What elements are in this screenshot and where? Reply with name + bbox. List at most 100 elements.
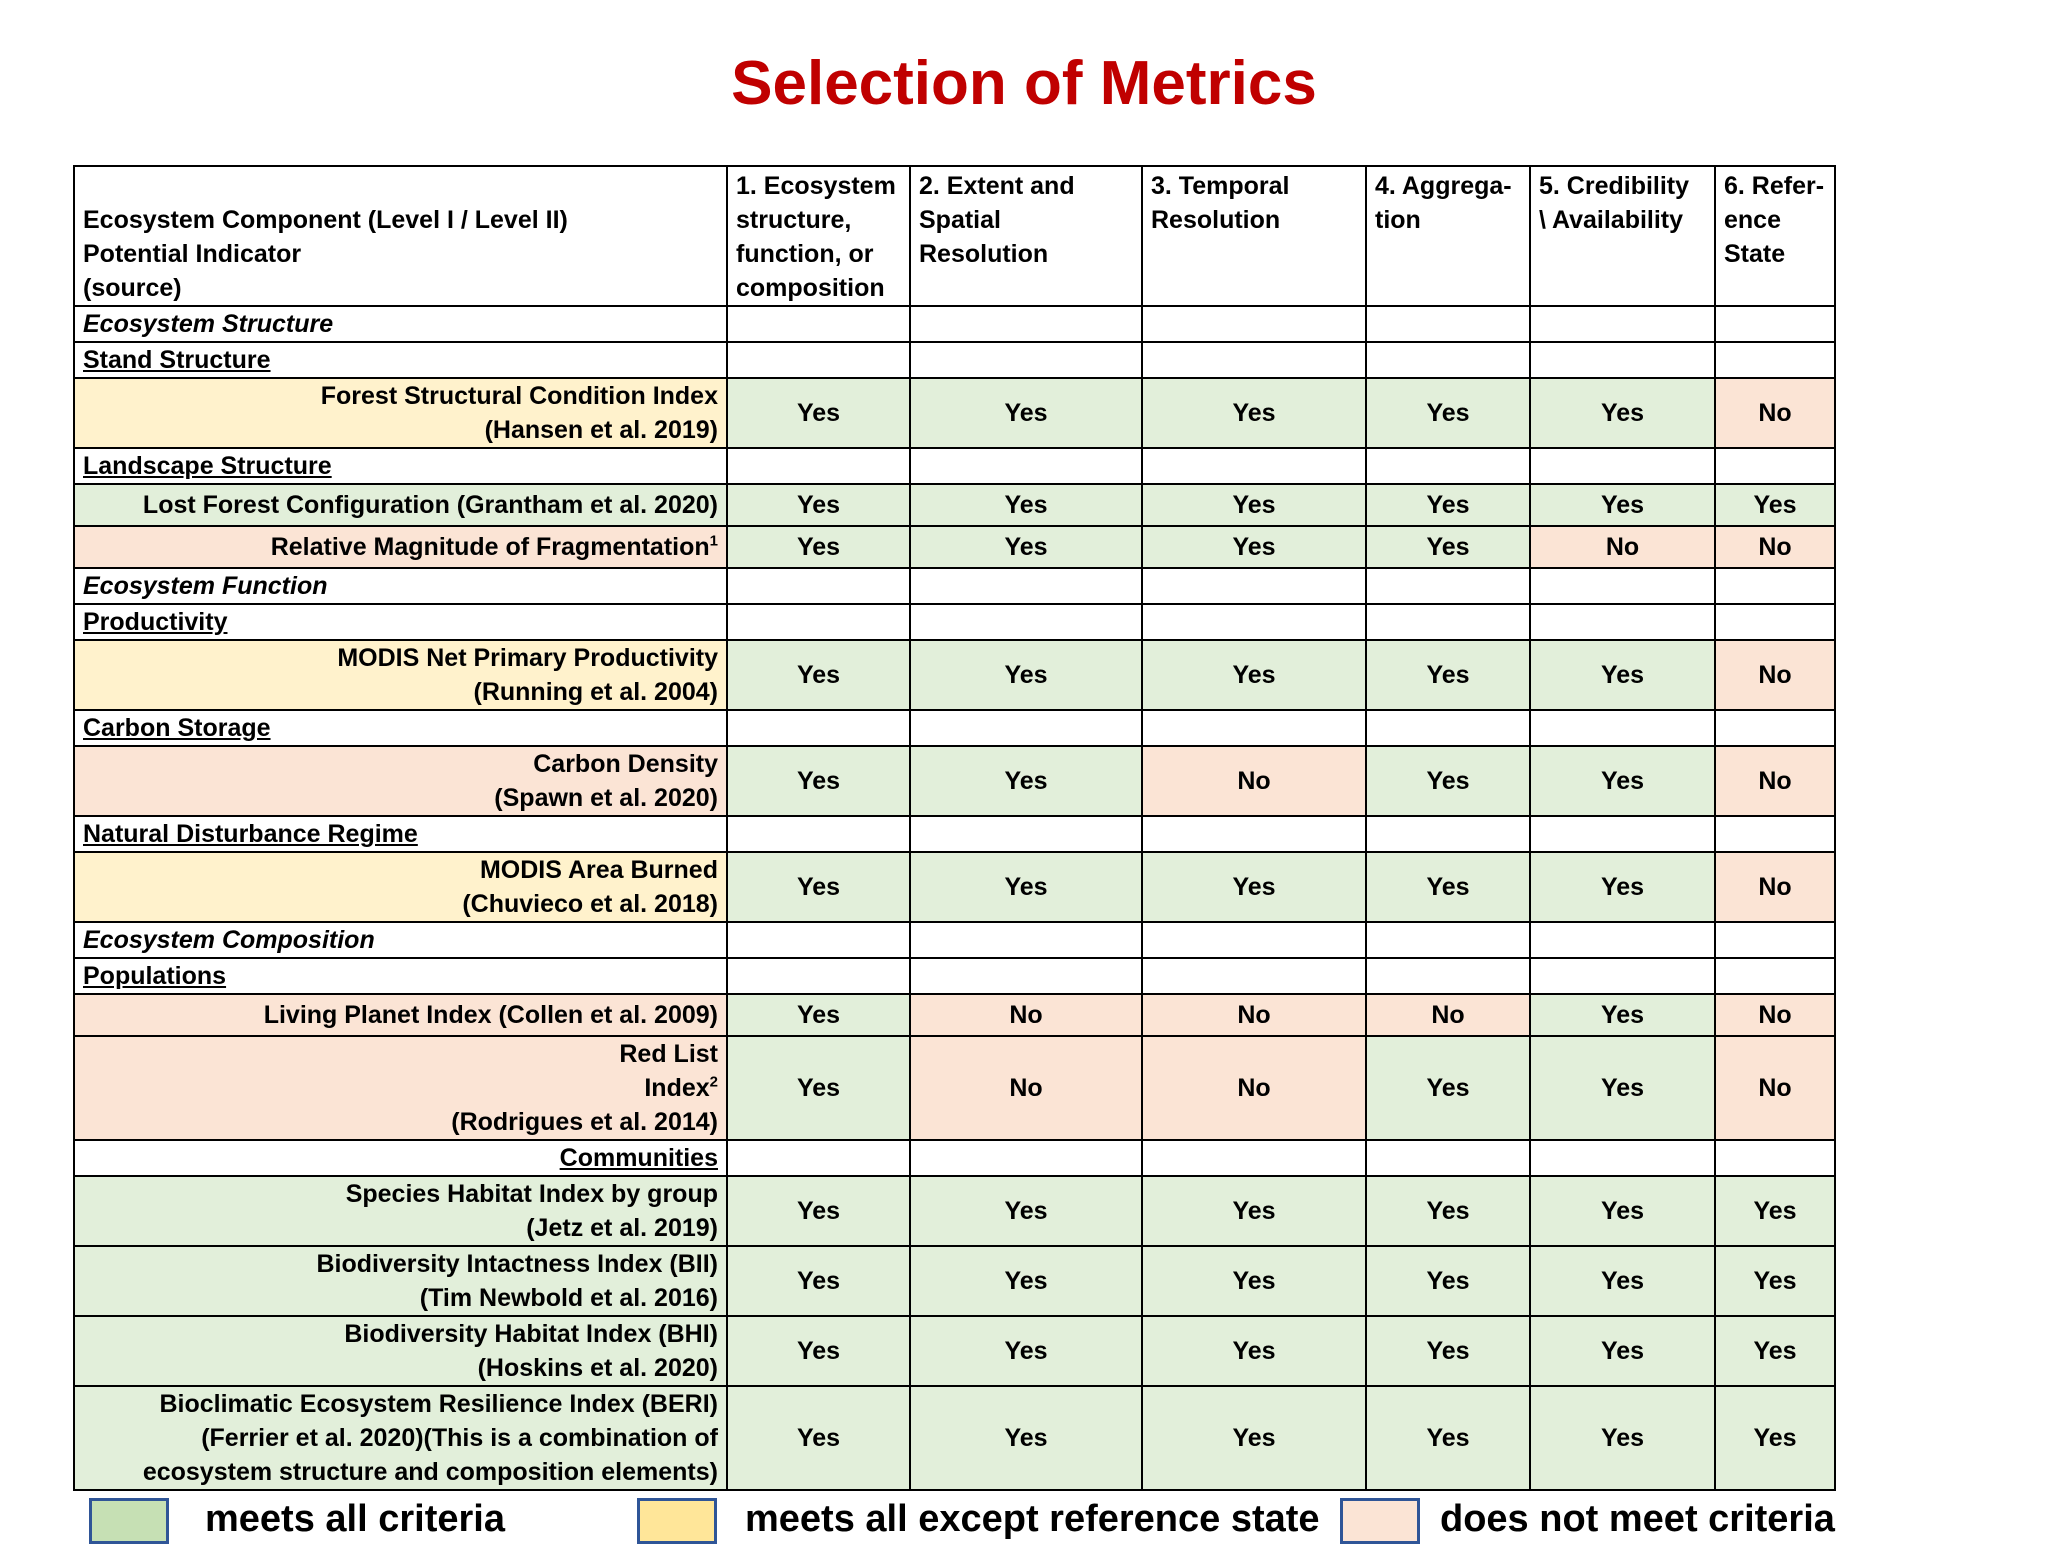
empty-cell: [1529, 1139, 1716, 1177]
empty-cell: [1529, 603, 1716, 641]
criterion-value: Yes: [1714, 1245, 1836, 1317]
indicator-row: MODIS Net Primary Productivity (Running e…: [73, 639, 1836, 711]
indicator-label: Red List Index2 (Rodrigues et al. 2014): [73, 1035, 728, 1141]
criterion-value: Yes: [726, 851, 911, 923]
empty-cell: [1529, 921, 1716, 959]
indicator-row: Biodiversity Habitat Index (BHI) (Hoskins…: [73, 1315, 1836, 1387]
header-criterion-line: ence: [1724, 206, 1781, 234]
indicator-row: Living Planet Index (Collen et al. 2009)…: [73, 993, 1836, 1037]
indicator-text: Bioclimatic Ecosystem Resilience Index (…: [159, 1390, 718, 1418]
indicator-text: (Running et al. 2004): [473, 678, 718, 706]
indicator-text: (Ferrier et al. 2020)(This is a combinat…: [201, 1424, 718, 1452]
indicator-label-line: Living Planet Index (Collen et al. 2009): [83, 998, 718, 1032]
criterion-value: Yes: [1529, 377, 1716, 449]
indicator-label-line: (Chuvieco et al. 2018): [83, 887, 718, 920]
header-criterion-line: Spatial: [919, 206, 1001, 234]
legend-swatch-green: [89, 1498, 169, 1544]
indicator-text: Carbon Density: [533, 750, 718, 778]
empty-cell: [1141, 957, 1367, 995]
empty-cell: [1141, 567, 1367, 605]
criterion-value: Yes: [726, 1175, 911, 1247]
empty-cell: [1365, 815, 1531, 853]
indicator-label: MODIS Net Primary Productivity (Running e…: [73, 639, 728, 711]
empty-cell: [1141, 603, 1367, 641]
criterion-value: Yes: [1714, 1175, 1836, 1247]
criterion-value: Yes: [1141, 525, 1367, 569]
metrics-table-body: Ecosystem Component (Level I / Level II)…: [73, 165, 1836, 1491]
indicator-label-line: ecosystem structure and composition elem…: [83, 1455, 718, 1488]
empty-cell: [726, 305, 911, 343]
legend-label-yellow: meets all except reference state: [745, 1498, 1320, 1540]
header-criterion-5: 5. Credibility \ Availability: [1529, 165, 1716, 307]
indicator-text: ecosystem structure and composition elem…: [142, 1458, 718, 1486]
section-label: Ecosystem Composition: [73, 921, 728, 959]
empty-cell: [1365, 1139, 1531, 1177]
header-criterion-line: structure,: [736, 206, 852, 234]
header-criterion-2: 2. Extent and Spatial Resolution: [909, 165, 1143, 307]
empty-cell: [726, 603, 911, 641]
indicator-label: Biodiversity Intactness Index (BII) (Tim …: [73, 1245, 728, 1317]
criterion-value: No: [1141, 745, 1367, 817]
indicator-label-line: (Running et al. 2004): [83, 675, 718, 708]
legend-label-green: meets all criteria: [205, 1498, 505, 1540]
subsection-row: Stand Structure: [73, 341, 1836, 379]
criterion-value: Yes: [726, 1315, 911, 1387]
header-criterion-line: function, or: [736, 240, 874, 268]
subsection-label: Natural Disturbance Regime: [73, 815, 728, 853]
indicator-row: Red List Index2 (Rodrigues et al. 2014) Yes…: [73, 1035, 1836, 1141]
empty-cell: [1365, 447, 1531, 485]
criterion-value: Yes: [1529, 1245, 1716, 1317]
empty-cell: [1714, 305, 1836, 343]
criterion-value: Yes: [1529, 1315, 1716, 1387]
indicator-label-line: (Ferrier et al. 2020)(This is a combinat…: [83, 1421, 718, 1455]
indicator-row: Biodiversity Intactness Index (BII) (Tim …: [73, 1245, 1836, 1317]
header-criterion-line: 6. Refer-: [1724, 172, 1825, 200]
indicator-label-line: (Jetz et al. 2019): [83, 1211, 718, 1244]
criterion-value: Yes: [1141, 851, 1367, 923]
criterion-value: Yes: [726, 1385, 911, 1491]
empty-cell: [1365, 603, 1531, 641]
indicator-label: Bioclimatic Ecosystem Resilience Index (…: [73, 1385, 728, 1491]
footnote-marker: 2: [709, 1073, 718, 1091]
header-row: Ecosystem Component (Level I / Level II)…: [73, 165, 1836, 307]
indicator-label-line: Forest Structural Condition Index: [83, 380, 718, 413]
criterion-value: Yes: [726, 525, 911, 569]
subsection-row: Natural Disturbance Regime: [73, 815, 1836, 853]
indicator-label-line: Bioclimatic Ecosystem Resilience Index (…: [83, 1388, 718, 1421]
criterion-value: Yes: [726, 993, 911, 1037]
empty-cell: [1714, 447, 1836, 485]
empty-cell: [726, 447, 911, 485]
empty-cell: [1529, 957, 1716, 995]
page-title: Selection of Metrics: [731, 49, 1317, 118]
empty-cell: [1365, 921, 1531, 959]
indicator-label-line: (Rodrigues et al. 2014): [83, 1105, 718, 1138]
indicator-row: Carbon Density (Spawn et al. 2020) Yes Yes N…: [73, 745, 1836, 817]
indicator-label: Forest Structural Condition Index (Hansen…: [73, 377, 728, 449]
indicator-text: (Jetz et al. 2019): [526, 1214, 718, 1242]
criterion-value: Yes: [909, 851, 1143, 923]
header-criterion-line: tion: [1375, 206, 1421, 234]
empty-cell: [1141, 341, 1367, 379]
empty-cell: [1529, 709, 1716, 747]
header-criterion-line: State: [1724, 240, 1786, 268]
section-label: Ecosystem Function: [73, 567, 728, 605]
empty-cell: [909, 567, 1143, 605]
empty-cell: [726, 957, 911, 995]
indicator-text: Species Habitat Index by group: [345, 1180, 718, 1208]
criterion-value: Yes: [1365, 1315, 1531, 1387]
criterion-value: No: [1529, 525, 1716, 569]
indicator-text: (Rodrigues et al. 2014): [451, 1108, 718, 1136]
empty-cell: [1141, 921, 1367, 959]
indicator-text: (Chuvieco et al. 2018): [462, 890, 718, 918]
empty-cell: [1714, 1139, 1836, 1177]
header-criterion-line: 3. Temporal: [1151, 172, 1290, 200]
empty-cell: [909, 341, 1143, 379]
indicator-row: Forest Structural Condition Index (Hansen…: [73, 377, 1836, 449]
indicator-text: Lost Forest Configuration (Grantham et a…: [142, 491, 718, 519]
header-criterion-4: 4. Aggrega-tion: [1365, 165, 1531, 307]
subsection-label: Stand Structure: [73, 341, 728, 379]
criterion-value: Yes: [1529, 639, 1716, 711]
indicator-text: Index: [644, 1074, 710, 1102]
criterion-value: Yes: [1365, 1385, 1531, 1491]
indicator-label-line: Carbon Density: [83, 748, 718, 781]
